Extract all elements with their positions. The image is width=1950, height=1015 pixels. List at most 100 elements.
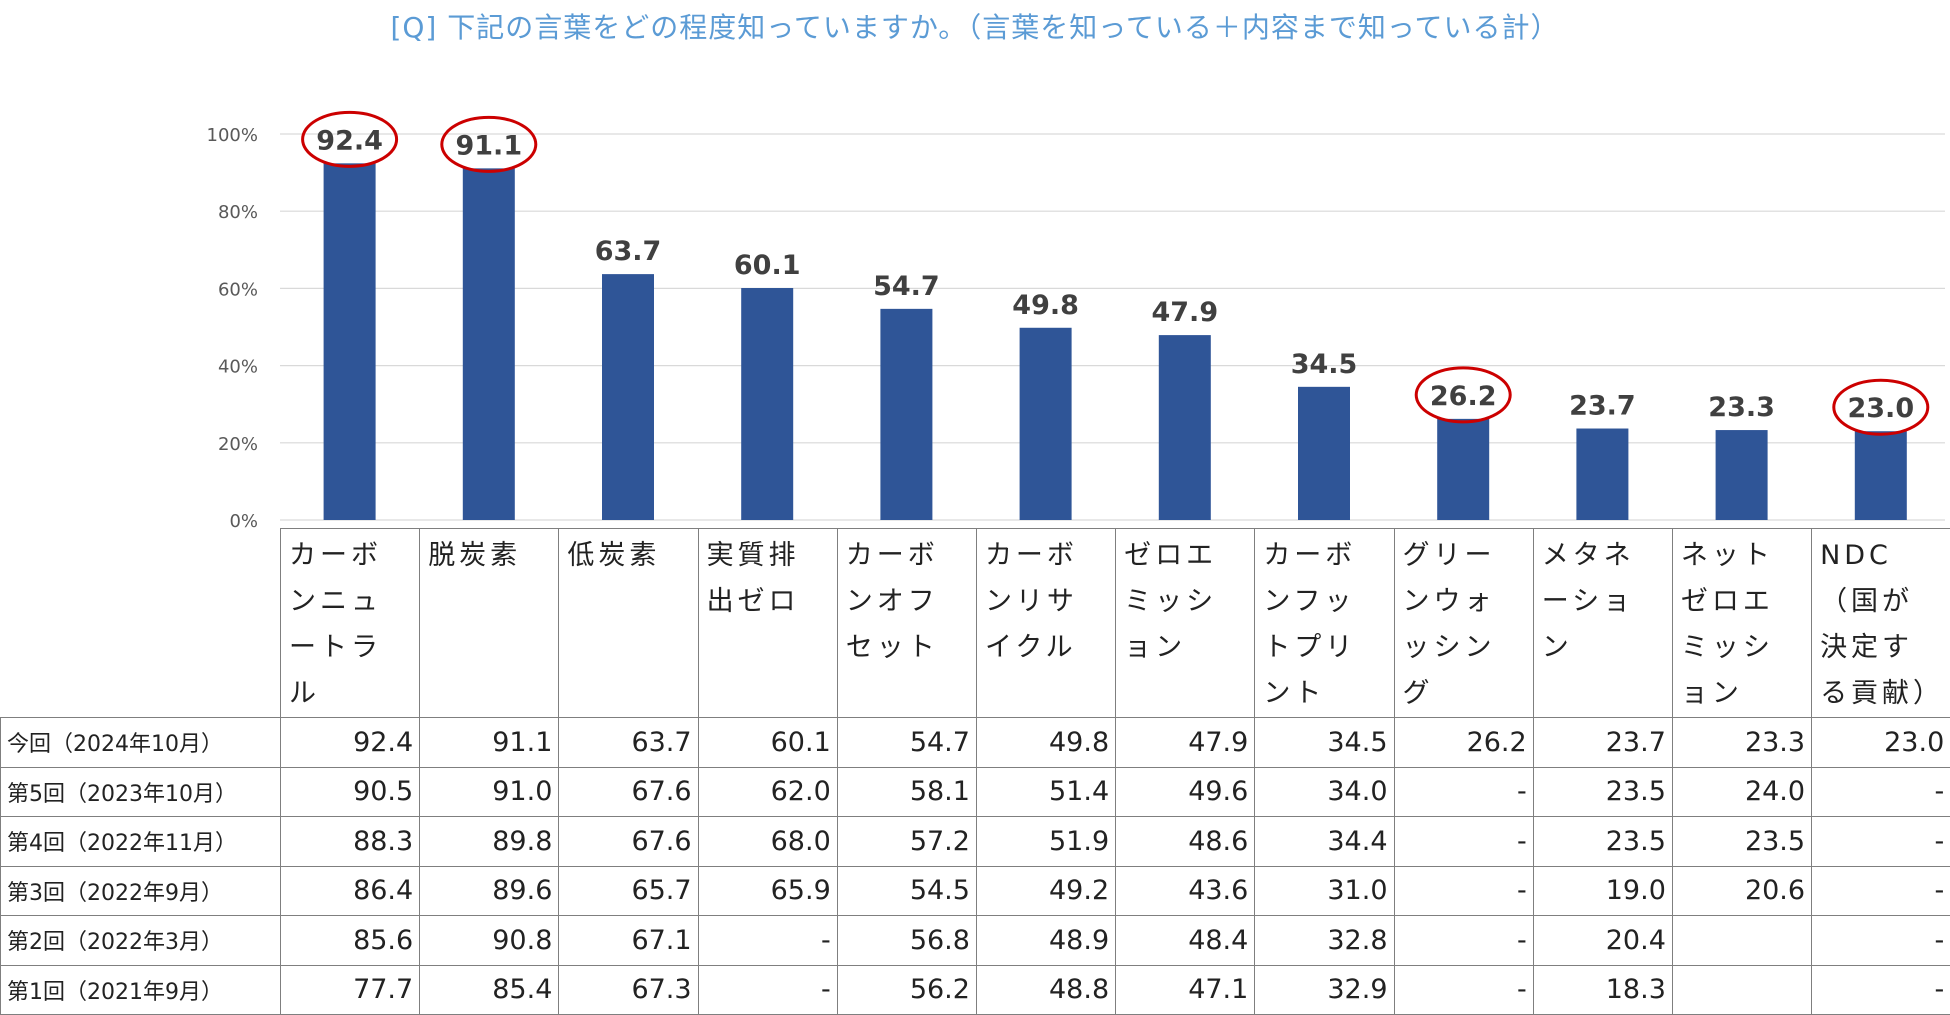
row-label: 第4回（2022年11月） xyxy=(1,817,281,867)
y-tick-label: 100% xyxy=(207,125,258,146)
table-cell: 89.8 xyxy=(420,817,559,867)
category-label: ゼロエミッション xyxy=(1116,529,1255,718)
table-cell: 85.6 xyxy=(281,916,420,966)
table-cell: - xyxy=(1394,916,1533,966)
table-cell: 23.3 xyxy=(1672,718,1811,768)
table-cell: 34.5 xyxy=(1255,718,1394,768)
bar xyxy=(602,274,654,520)
data-table: カーボンニュートラル脱炭素低炭素実質排出ゼロカーボンオフセットカーボンリサイクル… xyxy=(0,528,1950,1015)
table-cell xyxy=(1672,916,1811,966)
data-label: 23.0 xyxy=(1847,393,1914,424)
table-cell: - xyxy=(698,965,837,1015)
table-cell: 58.1 xyxy=(837,767,976,817)
table-cell: 19.0 xyxy=(1533,866,1672,916)
y-tick-label: 0% xyxy=(229,511,258,528)
table-cell: 90.8 xyxy=(420,916,559,966)
gridlines xyxy=(280,134,1945,520)
bar xyxy=(463,168,515,520)
table-cell: - xyxy=(1394,817,1533,867)
category-label: ネットゼロエミッション xyxy=(1672,529,1811,718)
table-cell: 68.0 xyxy=(698,817,837,867)
table-cell: 67.6 xyxy=(559,817,698,867)
table-cell: - xyxy=(1812,965,1950,1015)
bar xyxy=(1716,430,1768,520)
category-label: メタネーション xyxy=(1533,529,1672,718)
table-cell: 23.5 xyxy=(1672,817,1811,867)
table-cell: 47.1 xyxy=(1116,965,1255,1015)
table-cell: 20.6 xyxy=(1672,866,1811,916)
category-header-row: カーボンニュートラル脱炭素低炭素実質排出ゼロカーボンオフセットカーボンリサイクル… xyxy=(1,529,1950,718)
bar xyxy=(1298,387,1350,520)
table-cell: 23.7 xyxy=(1533,718,1672,768)
bar xyxy=(1855,431,1907,520)
category-label: 実質排出ゼロ xyxy=(698,529,837,718)
table-cell: - xyxy=(698,916,837,966)
data-label: 60.1 xyxy=(734,250,801,281)
category-label: 低炭素 xyxy=(559,529,698,718)
category-label: カーボンフットプリント xyxy=(1255,529,1394,718)
table-cell: 48.8 xyxy=(976,965,1115,1015)
table-cell: 92.4 xyxy=(281,718,420,768)
table-cell: 24.0 xyxy=(1672,767,1811,817)
table-cell: 85.4 xyxy=(420,965,559,1015)
category-label: カーボンオフセット xyxy=(837,529,976,718)
table-cell: 67.6 xyxy=(559,767,698,817)
table-cell: 91.1 xyxy=(420,718,559,768)
data-label: 26.2 xyxy=(1430,381,1497,412)
bar xyxy=(1020,328,1072,520)
bar xyxy=(741,288,793,520)
category-label: 脱炭素 xyxy=(420,529,559,718)
y-tick-label: 60% xyxy=(218,279,258,300)
table-cell: 67.1 xyxy=(559,916,698,966)
table-cell: - xyxy=(1812,767,1950,817)
table-cell xyxy=(1672,965,1811,1015)
table-corner xyxy=(1,529,281,718)
category-label: NDC（国が決定する貢献） xyxy=(1812,529,1950,718)
bar xyxy=(1576,429,1628,520)
y-tick-label: 40% xyxy=(218,357,258,378)
table-cell: 51.9 xyxy=(976,817,1115,867)
table-cell: 48.9 xyxy=(976,916,1115,966)
row-label: 今回（2024年10月） xyxy=(1,718,281,768)
table-cell: 23.5 xyxy=(1533,767,1672,817)
data-label: 23.7 xyxy=(1569,391,1636,422)
table-cell: 65.7 xyxy=(559,866,698,916)
table-cell: 49.8 xyxy=(976,718,1115,768)
bar xyxy=(880,309,932,520)
table-cell: - xyxy=(1812,817,1950,867)
table-cell: 56.2 xyxy=(837,965,976,1015)
row-label: 第1回（2021年9月） xyxy=(1,965,281,1015)
table-cell: 32.8 xyxy=(1255,916,1394,966)
table-cell: 23.5 xyxy=(1533,817,1672,867)
table-cell: 32.9 xyxy=(1255,965,1394,1015)
table-cell: 18.3 xyxy=(1533,965,1672,1015)
row-label: 第5回（2023年10月） xyxy=(1,767,281,817)
bars xyxy=(324,163,1907,520)
data-label: 34.5 xyxy=(1291,349,1358,380)
table-cell: 88.3 xyxy=(281,817,420,867)
table-cell: 62.0 xyxy=(698,767,837,817)
table-cell: 26.2 xyxy=(1394,718,1533,768)
table-cell: 67.3 xyxy=(559,965,698,1015)
table-cell: 31.0 xyxy=(1255,866,1394,916)
data-label: 92.4 xyxy=(316,125,383,156)
category-label: グリーンウォッシング xyxy=(1394,529,1533,718)
bar xyxy=(1159,335,1211,520)
table-cell: 48.6 xyxy=(1116,817,1255,867)
data-label: 63.7 xyxy=(595,236,662,267)
y-axis-ticks: 0%20%40%60%80%100% xyxy=(207,125,258,528)
table-cell: - xyxy=(1394,866,1533,916)
data-label: 91.1 xyxy=(455,130,522,161)
row-label: 第3回（2022年9月） xyxy=(1,866,281,916)
table-cell: 63.7 xyxy=(559,718,698,768)
data-label: 49.8 xyxy=(1012,290,1079,321)
table-cell: 57.2 xyxy=(837,817,976,867)
table-cell: 60.1 xyxy=(698,718,837,768)
data-label: 47.9 xyxy=(1151,297,1218,328)
